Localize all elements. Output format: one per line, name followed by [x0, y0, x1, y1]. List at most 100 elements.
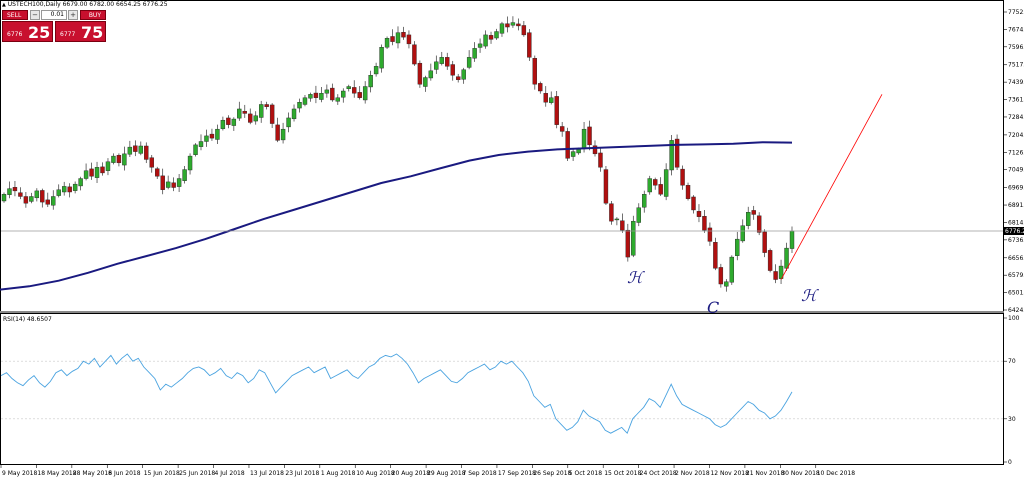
candle-body	[510, 22, 516, 26]
price-pane-frame	[0, 0, 1004, 312]
pattern-annotation-label: C	[707, 298, 719, 317]
candle-body	[466, 57, 472, 68]
candle-body	[713, 242, 718, 269]
candle-body	[105, 161, 111, 171]
time-tick-label: 28 May 2018	[73, 470, 112, 477]
candle-body	[412, 44, 417, 65]
current-price-tag-bg	[1004, 226, 1024, 235]
price-tick-label: 7596.90	[1008, 44, 1024, 51]
buy-price-pips: 75	[81, 23, 104, 42]
candle-body	[614, 218, 620, 221]
price-tick-label: 6579.35	[1008, 272, 1024, 279]
candle-body	[735, 238, 740, 256]
candle-body	[297, 102, 302, 109]
candle-body	[472, 48, 477, 59]
candle-body	[674, 138, 680, 168]
lot-size-input[interactable]: 0.01	[41, 10, 67, 20]
candle-body	[89, 168, 94, 177]
candle-body	[291, 108, 297, 120]
buy-price-box[interactable]: 6777 75	[55, 21, 106, 42]
candle-body	[302, 97, 308, 105]
candle-body	[83, 170, 89, 179]
candle-body	[647, 178, 652, 193]
candle-body	[762, 231, 767, 253]
candle-body	[286, 117, 291, 128]
candle-body	[242, 111, 247, 114]
candle-body	[729, 256, 735, 283]
sell-price-box[interactable]: 6776 25	[2, 21, 53, 42]
lot-decrease-button[interactable]: −	[30, 10, 40, 20]
lot-increase-button[interactable]: +	[68, 10, 78, 20]
candle-body	[258, 104, 264, 118]
candle-body	[379, 47, 384, 69]
candle-body	[603, 169, 609, 204]
candle-body	[565, 131, 570, 159]
candle-body	[78, 178, 83, 187]
candle-body	[724, 281, 729, 287]
candle-body	[773, 271, 778, 280]
candle-body	[40, 190, 45, 203]
time-tick-label: 5 Oct 2018	[569, 470, 602, 477]
candle-body	[488, 35, 494, 40]
candle-body	[751, 210, 756, 215]
sell-button[interactable]: SELL	[2, 10, 28, 20]
time-tick-label: 2 Nov 2018	[675, 470, 710, 477]
candle-body	[133, 145, 138, 152]
rsi-tick-label: 100	[1008, 315, 1020, 322]
time-tick-label: 10 Dec 2018	[817, 470, 856, 477]
candle-body	[100, 166, 105, 174]
price-tick-label: 7126.90	[1008, 149, 1024, 156]
candle-body	[718, 267, 724, 285]
time-tick-label: 20 Aug 2018	[392, 470, 431, 477]
candle-body	[543, 93, 548, 103]
buy-button[interactable]: BUY	[80, 10, 106, 20]
candle-body	[532, 58, 538, 85]
time-tick-label: 13 Jul 2018	[250, 470, 284, 477]
candle-body	[34, 190, 40, 199]
candle-body	[494, 31, 499, 39]
candle-body	[94, 167, 100, 178]
candle-body	[1, 194, 7, 202]
candle-body	[598, 152, 603, 168]
candle-body	[341, 90, 346, 98]
candle-body	[56, 189, 61, 196]
current-price-tag: 6776.25	[1004, 226, 1024, 235]
candle-body	[160, 175, 165, 190]
candle-body	[209, 133, 215, 139]
candle-body	[176, 178, 182, 187]
current-price-tag-label: 6776.25	[1005, 228, 1024, 235]
candle-body	[702, 216, 707, 231]
candle-body	[767, 250, 773, 271]
candle-body	[313, 92, 319, 98]
rsi-pane-frame	[0, 313, 1004, 465]
candle-body	[7, 188, 12, 195]
time-tick-label: 12 Nov 2018	[710, 470, 749, 477]
candle-body	[669, 140, 674, 171]
chart-menu-icon[interactable]: ▲	[2, 2, 6, 8]
candle-body	[144, 145, 149, 160]
time-tick-label: 21 Nov 2018	[746, 470, 785, 477]
candle-body	[237, 108, 242, 119]
candle-body	[61, 186, 67, 193]
sell-price-prefix: 6776	[7, 31, 23, 38]
candle-body	[226, 117, 231, 125]
rsi-indicator-label: RSI(14) 48.6507	[3, 316, 52, 323]
candle-body	[324, 89, 330, 94]
candle-body	[455, 76, 461, 80]
pattern-annotations: ℋ C ℋ	[627, 268, 819, 317]
candle-body	[264, 104, 269, 107]
price-tick-label: 7361.90	[1008, 97, 1024, 104]
candle-body	[549, 97, 554, 103]
price-tick-label: 6736.80	[1008, 237, 1024, 244]
trendline[interactable]	[780, 94, 883, 280]
time-tick-label: 25 Jun 2018	[179, 470, 215, 477]
candle-body	[51, 196, 56, 206]
time-tick-label: 26 Sep 2018	[533, 470, 571, 477]
candle-body	[434, 61, 439, 70]
time-tick-label: 23 Jul 2018	[285, 470, 319, 477]
candle-body	[171, 182, 176, 188]
candle-body	[280, 128, 286, 141]
time-tick-label: 1 Aug 2018	[321, 470, 356, 477]
time-tick-label: 4 Jul 2018	[215, 470, 245, 477]
